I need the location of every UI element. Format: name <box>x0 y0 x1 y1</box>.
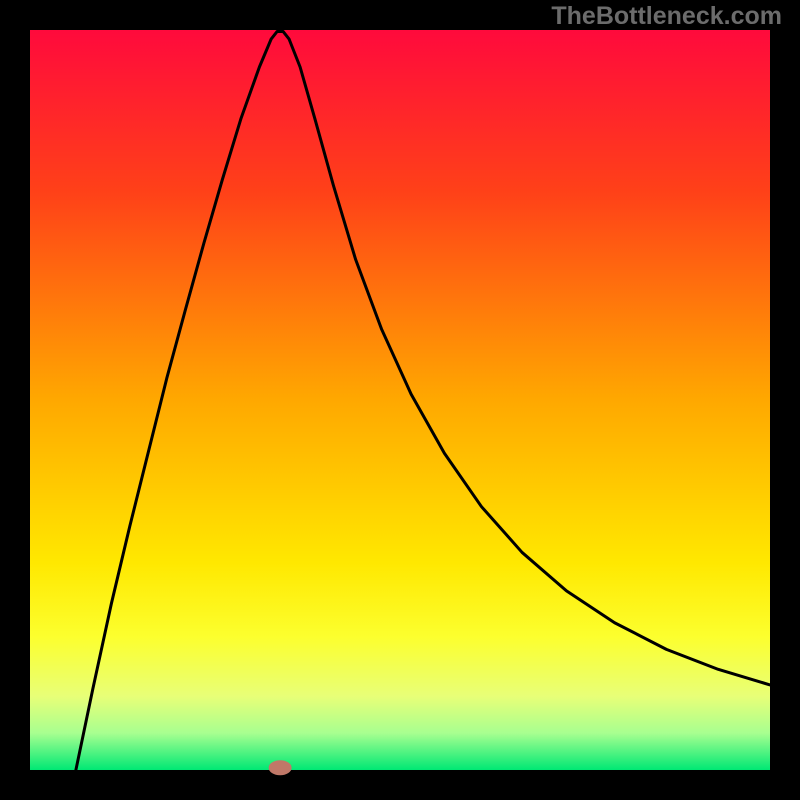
bottleneck-chart: TheBottleneck.com <box>0 0 800 800</box>
bottleneck-curve <box>76 31 770 770</box>
bottleneck-marker <box>269 761 291 775</box>
watermark-text: TheBottleneck.com <box>551 2 782 31</box>
curve-layer <box>0 0 800 800</box>
